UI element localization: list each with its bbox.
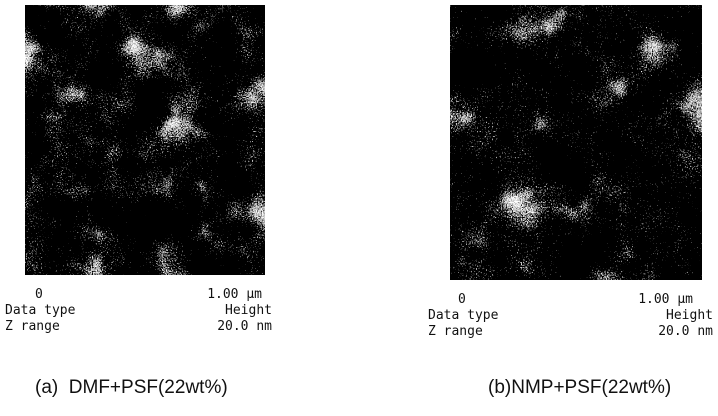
data-type-label: Data type [5, 303, 76, 318]
scale-end: 1.00 μm [638, 292, 693, 307]
afm-image [450, 5, 702, 280]
z-range-value: 20.0 nm [217, 319, 272, 334]
panel-b: 0 1.00 μm Data type Height Z range 20.0 … [428, 5, 713, 398]
z-range-value: 20.0 nm [658, 324, 713, 339]
panel-a: 0 1.00 μm Data type Height Z range 20.0 … [5, 5, 272, 398]
scale-start: 0 [35, 287, 43, 302]
scale-end: 1.00 μm [207, 287, 262, 302]
data-type-label: Data type [428, 308, 499, 323]
caption: (b)NMP+PSF(22wt%) [488, 377, 671, 398]
data-type-value: Height [225, 303, 272, 318]
z-range-label: Z range [5, 319, 60, 334]
caption: (a) DMF+PSF(22wt%) [35, 377, 228, 398]
z-range-label: Z range [428, 324, 483, 339]
afm-image [25, 5, 265, 275]
scale-start: 0 [458, 292, 466, 307]
data-type-value: Height [666, 308, 713, 323]
